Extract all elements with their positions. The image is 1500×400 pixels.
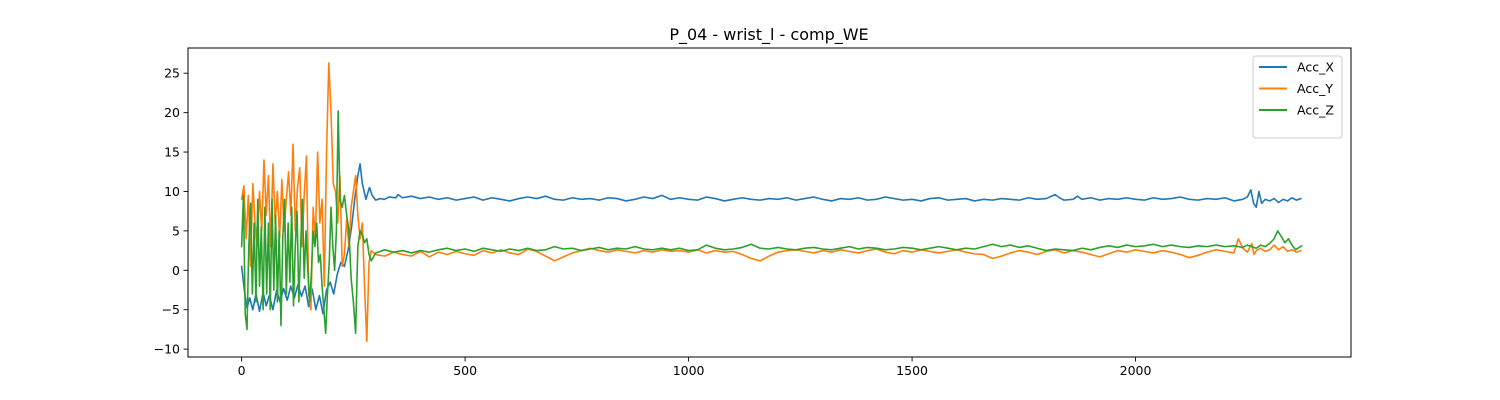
y-tick-label: −10 — [154, 342, 180, 357]
y-tick-label: 25 — [164, 66, 180, 81]
series-line-acc-y — [240, 62, 1302, 343]
y-tick-label: −5 — [162, 302, 180, 317]
legend-label-acc-y: Acc_Y — [1297, 81, 1333, 96]
legend-box — [1252, 55, 1343, 139]
legend: Acc_X Acc_Y Acc_Z — [1252, 55, 1343, 139]
x-tick-label: 0 — [238, 363, 246, 378]
x-tick-label: 500 — [453, 363, 477, 378]
plot-frame — [187, 47, 1352, 358]
series-layer — [240, 62, 1303, 343]
legend-label-acc-z: Acc_Z — [1297, 103, 1334, 118]
x-tick-label: 2000 — [1120, 363, 1152, 378]
y-tick-label: 0 — [172, 263, 180, 278]
series-line-acc-z — [240, 110, 1303, 335]
y-tick-label: 10 — [164, 184, 180, 199]
x-tick-label: 1000 — [673, 363, 705, 378]
y-tick-label: 5 — [172, 223, 180, 238]
x-axis: 0 500 1000 1500 2000 — [238, 357, 1152, 378]
y-axis: −10 −5 0 5 10 15 20 25 — [154, 66, 188, 357]
chart-title: P_04 - wrist_l - comp_WE — [669, 25, 868, 45]
y-tick-label: 20 — [164, 105, 180, 120]
legend-label-acc-x: Acc_X — [1297, 60, 1334, 75]
x-tick-label: 1500 — [896, 363, 928, 378]
series-line-acc-x — [240, 163, 1302, 315]
y-tick-label: 15 — [164, 145, 180, 160]
